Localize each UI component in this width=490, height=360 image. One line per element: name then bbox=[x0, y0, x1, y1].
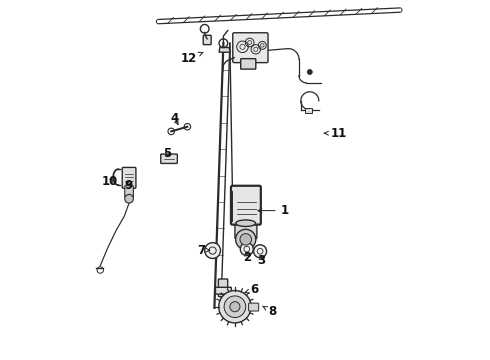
Text: 11: 11 bbox=[324, 127, 347, 140]
Circle shape bbox=[224, 296, 245, 318]
Circle shape bbox=[205, 243, 220, 258]
Circle shape bbox=[125, 194, 133, 203]
Text: 4: 4 bbox=[171, 112, 179, 125]
FancyBboxPatch shape bbox=[233, 33, 268, 63]
Ellipse shape bbox=[236, 220, 256, 226]
Text: 9: 9 bbox=[124, 179, 132, 192]
FancyBboxPatch shape bbox=[241, 59, 256, 69]
Circle shape bbox=[240, 243, 253, 256]
Text: 12: 12 bbox=[181, 52, 203, 65]
Text: 7: 7 bbox=[198, 244, 210, 257]
FancyBboxPatch shape bbox=[203, 35, 211, 45]
FancyBboxPatch shape bbox=[219, 279, 228, 297]
FancyBboxPatch shape bbox=[216, 287, 231, 294]
FancyBboxPatch shape bbox=[231, 186, 261, 225]
Circle shape bbox=[230, 302, 240, 312]
FancyBboxPatch shape bbox=[248, 303, 259, 311]
FancyBboxPatch shape bbox=[305, 108, 312, 113]
Circle shape bbox=[240, 234, 251, 245]
Text: 5: 5 bbox=[164, 147, 171, 159]
FancyBboxPatch shape bbox=[161, 154, 177, 163]
Circle shape bbox=[219, 291, 251, 323]
Circle shape bbox=[254, 245, 267, 258]
Circle shape bbox=[307, 69, 312, 75]
Circle shape bbox=[236, 229, 256, 249]
Polygon shape bbox=[219, 48, 231, 52]
Text: 1: 1 bbox=[258, 204, 289, 217]
FancyBboxPatch shape bbox=[235, 221, 257, 239]
Text: 10: 10 bbox=[102, 175, 118, 188]
Text: 8: 8 bbox=[263, 305, 276, 318]
Text: 3: 3 bbox=[257, 255, 265, 267]
Text: 2: 2 bbox=[243, 251, 251, 264]
FancyBboxPatch shape bbox=[125, 186, 133, 197]
FancyBboxPatch shape bbox=[122, 167, 136, 188]
Text: 6: 6 bbox=[245, 283, 258, 296]
